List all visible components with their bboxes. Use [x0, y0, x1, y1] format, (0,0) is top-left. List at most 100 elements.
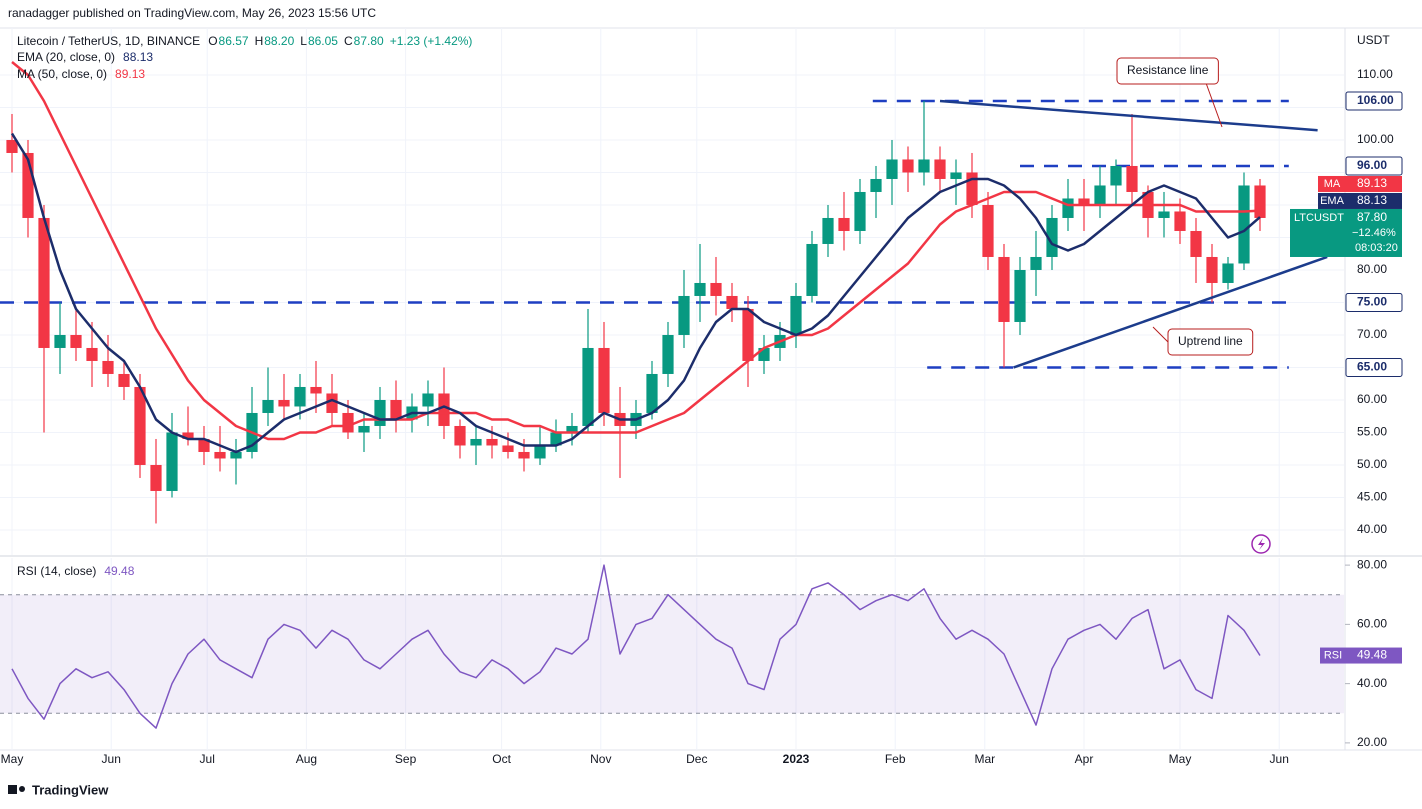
candle-body [518, 451, 530, 459]
rsi-line [11, 564, 1261, 729]
candle-body [918, 159, 930, 173]
candle-body [310, 386, 322, 394]
candle-body [598, 347, 610, 413]
series-tag-name: MA [1324, 178, 1341, 190]
candle-body [358, 425, 370, 433]
x-tick-label: Oct [492, 752, 511, 766]
x-tick-label: Apr [1075, 752, 1094, 766]
candle-body [438, 393, 450, 426]
x-tick-label: May [1, 752, 24, 766]
candle-body [790, 295, 802, 335]
ohlc-label: H [255, 34, 264, 48]
candle-body [134, 386, 146, 465]
annotation-box [1116, 57, 1219, 85]
candle-body [934, 159, 946, 179]
candle-body [214, 451, 226, 459]
price-symbol: LTCUSDT [1294, 212, 1344, 224]
y-tick-label: 40.00 [1357, 522, 1387, 536]
candle-body [326, 393, 338, 413]
x-tick-label: 2023 [783, 752, 810, 766]
x-tick-label: Aug [296, 752, 317, 766]
x-tick-label: May [1169, 752, 1192, 766]
candle-body [678, 295, 690, 335]
rsi-band [0, 594, 1344, 714]
x-tick-label: Feb [885, 752, 906, 766]
y-tick-label: 70.00 [1357, 327, 1387, 341]
candle-body [1126, 165, 1138, 192]
x-tick-label: Jun [102, 752, 121, 766]
x-tick-label: Jun [1270, 752, 1289, 766]
y-tick-label: 80.00 [1357, 262, 1387, 276]
candles [6, 100, 1266, 524]
candle-body [838, 217, 850, 231]
rsi-tag-value: 49.48 [1357, 648, 1387, 662]
candle-body [1030, 256, 1042, 270]
indicator-label: EMA (20, close, 0) [17, 50, 115, 64]
candle-body [854, 191, 866, 231]
candle-body [182, 432, 194, 439]
ohlc-label: O [208, 34, 217, 48]
series-tag-axis [1346, 175, 1402, 192]
candle-body [950, 172, 962, 179]
candle-body [1062, 198, 1074, 218]
candle-body [150, 464, 162, 491]
candle-body [1238, 185, 1250, 264]
candle-body [1222, 263, 1234, 283]
candle-body [6, 139, 18, 153]
countdown: 08:03:20 [1355, 242, 1398, 254]
candle-body [342, 412, 354, 433]
indicator-value: 89.13 [115, 67, 145, 81]
candle-body [166, 432, 178, 491]
candle-body [694, 282, 706, 296]
series-tag [1318, 192, 1346, 209]
candle-body [758, 347, 770, 361]
candle-body [486, 438, 498, 446]
x-tick-label: Mar [974, 752, 995, 766]
candle-body [966, 172, 978, 205]
annotation-text: Resistance line [1127, 63, 1209, 77]
candle-body [534, 445, 546, 459]
level-label-box [1345, 156, 1403, 176]
annotation-arrow [1205, 83, 1223, 128]
indicator-value: 88.13 [123, 50, 153, 64]
x-tick-label: Dec [686, 752, 707, 766]
candle-body [422, 393, 434, 407]
annotation-arrow [1152, 326, 1169, 343]
y-tick-label: 110.00 [1357, 67, 1393, 81]
flash-icon [1251, 534, 1271, 554]
candle-body [742, 308, 754, 361]
level-label-box [1345, 91, 1403, 111]
candle-body [278, 399, 290, 407]
ohlc-value: 86.05 [308, 34, 338, 48]
candle-body [582, 347, 594, 426]
rsi-tag [1320, 647, 1346, 664]
candle-body [550, 432, 562, 446]
candle-body [902, 159, 914, 173]
candle-body [646, 373, 658, 413]
footer: TradingView [32, 782, 109, 797]
level-label: 96.00 [1357, 158, 1387, 172]
ohlc-label: L [300, 34, 307, 48]
trend-line [1013, 255, 1328, 369]
ma-line [11, 61, 1261, 441]
annotation-text: Uptrend line [1178, 334, 1243, 348]
rsi-y-tick-label: 80.00 [1357, 557, 1387, 571]
candle-body [54, 334, 66, 348]
rsi-tag-name: RSI [1324, 649, 1342, 661]
candle-body [38, 217, 50, 348]
candle-body [118, 373, 130, 387]
candle-body [822, 217, 834, 244]
candle-body [1206, 256, 1218, 283]
candle-body [502, 445, 514, 452]
candle-body [998, 256, 1010, 322]
ohlc-value: 88.20 [264, 34, 294, 48]
rsi-title: RSI (14, close) [17, 564, 96, 578]
candle-body [1158, 211, 1170, 218]
rsi-tag-axis [1346, 647, 1402, 664]
rsi-y-tick-label: 40.00 [1357, 676, 1387, 690]
candle-body [870, 178, 882, 192]
y-tick-label: 50.00 [1357, 457, 1387, 471]
ohlc-label: C [344, 34, 353, 48]
